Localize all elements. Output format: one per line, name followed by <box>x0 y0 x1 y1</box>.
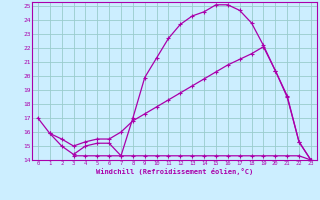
X-axis label: Windchill (Refroidissement éolien,°C): Windchill (Refroidissement éolien,°C) <box>96 168 253 175</box>
